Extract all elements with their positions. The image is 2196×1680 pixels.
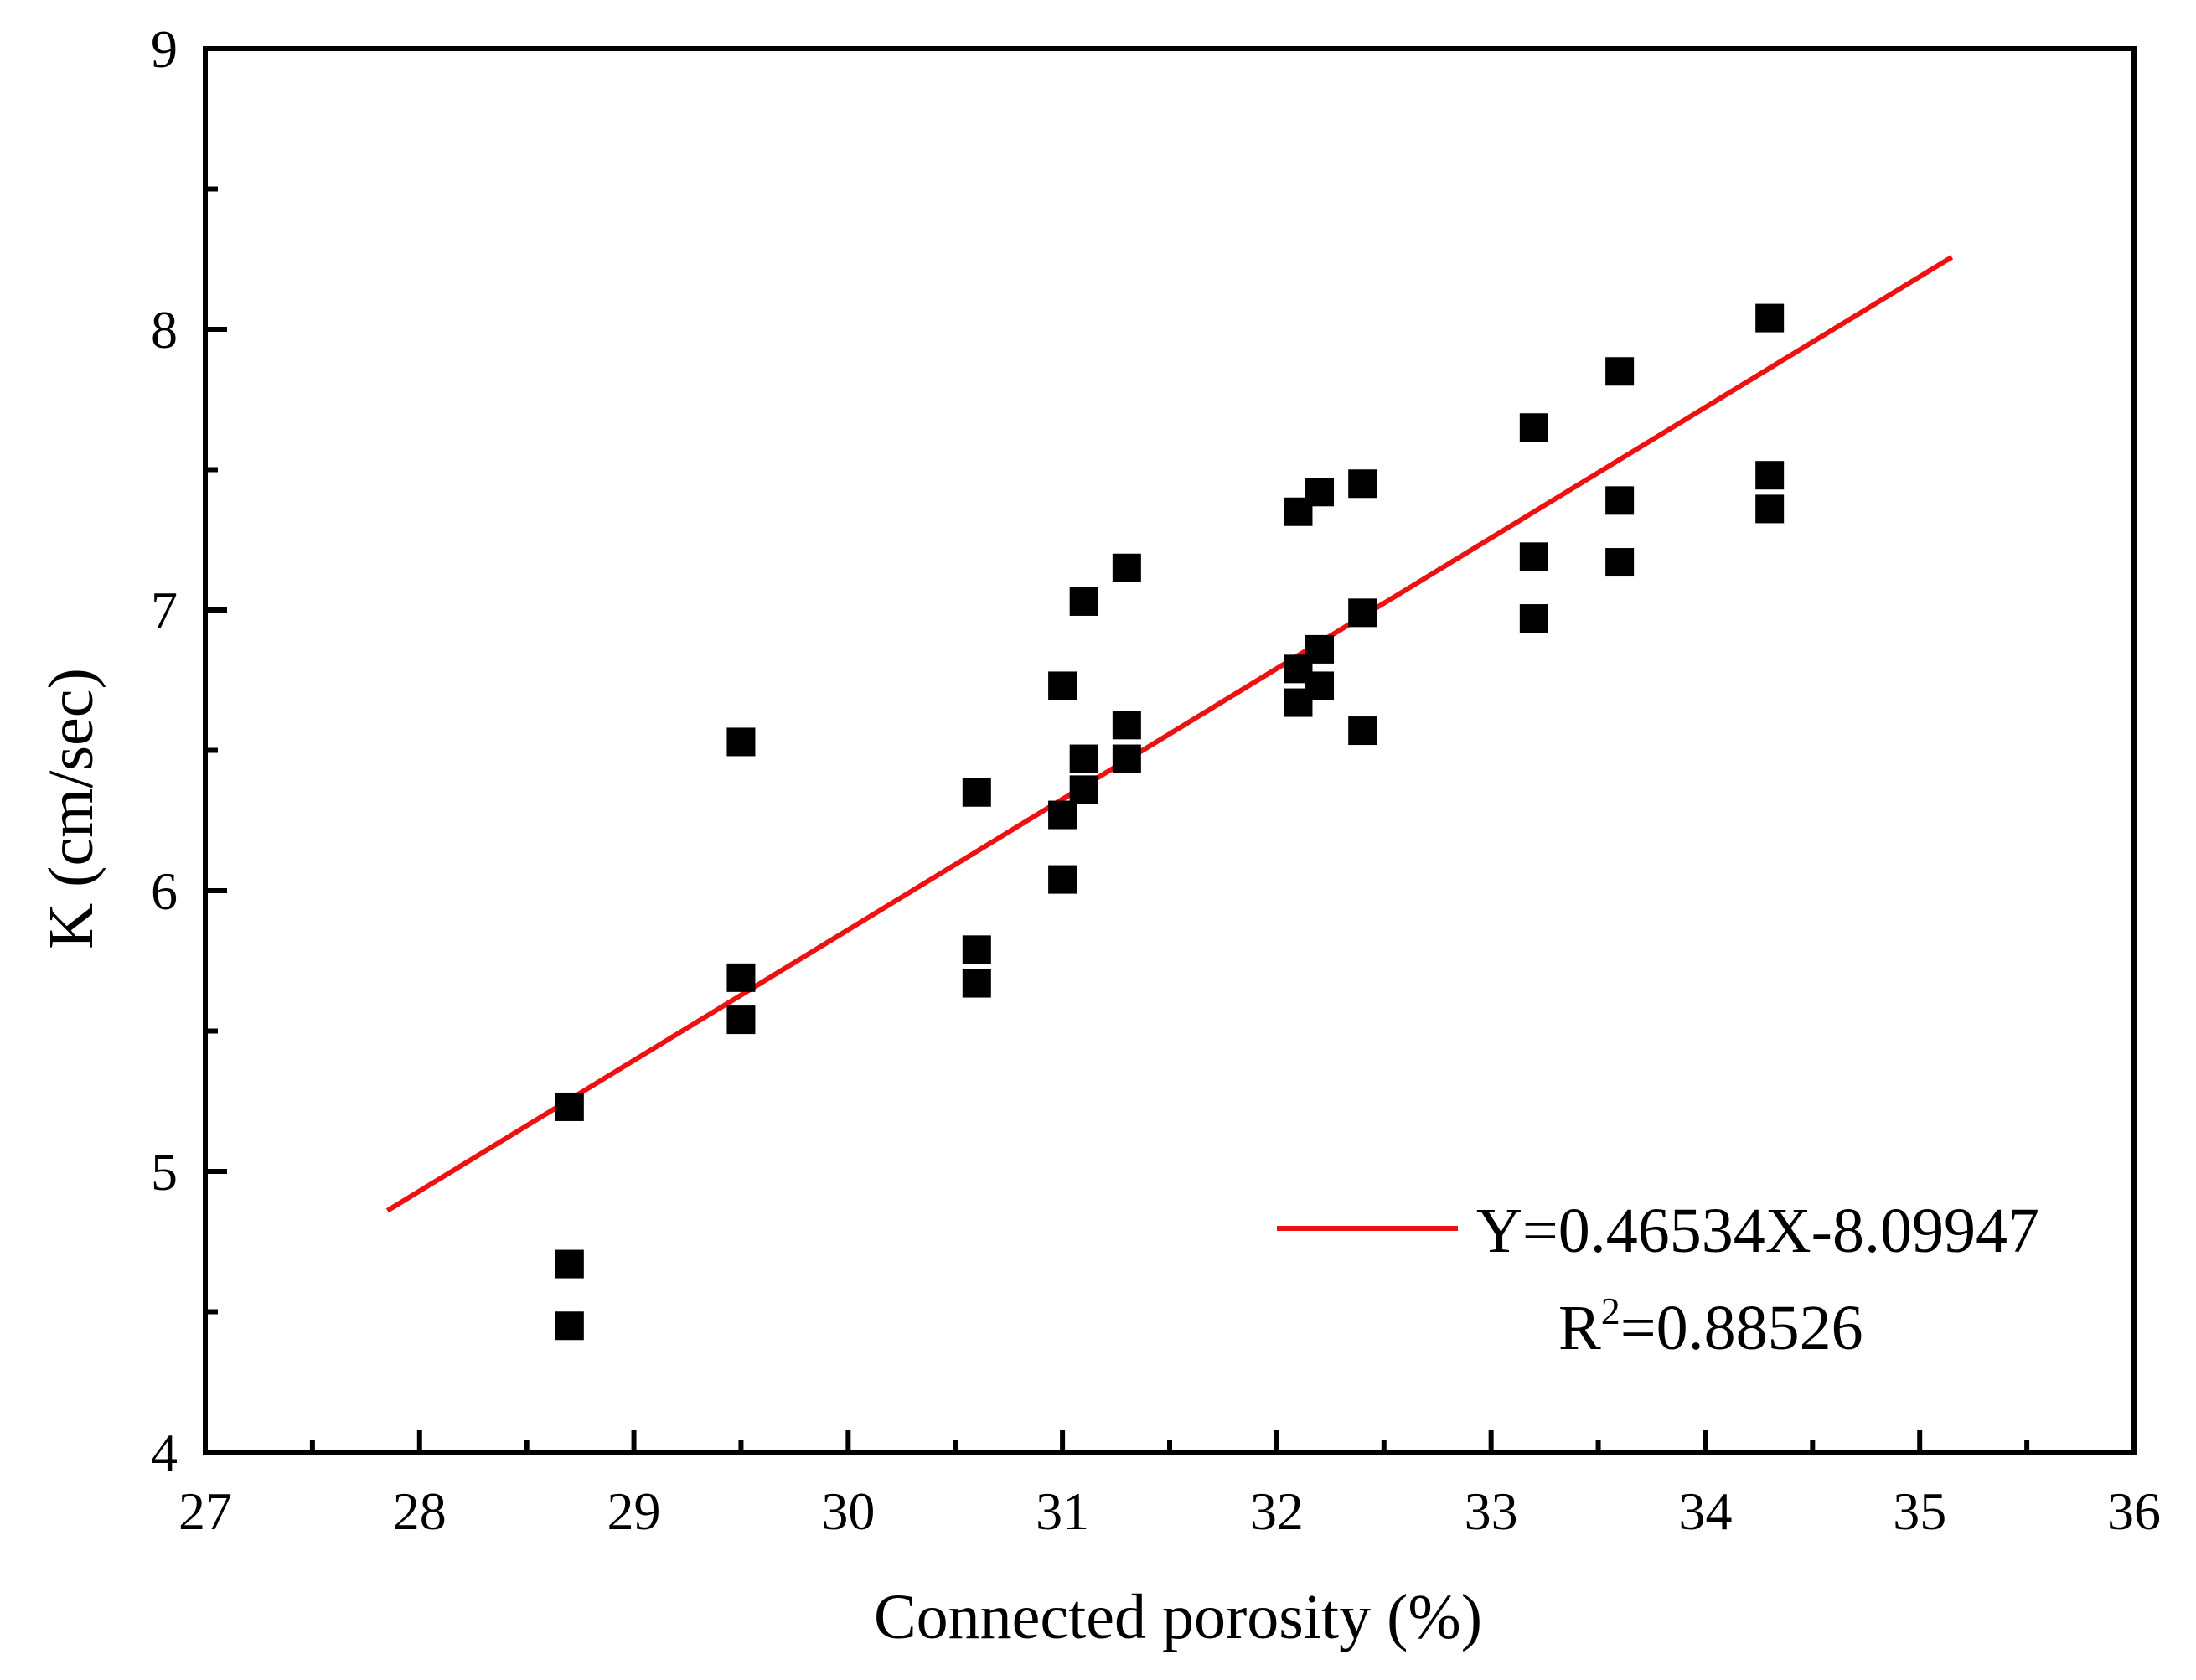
x-tick-label: 31 xyxy=(1036,1481,1089,1541)
data-point xyxy=(555,1249,584,1279)
x-tick-label: 36 xyxy=(2107,1481,2161,1541)
data-point xyxy=(726,1005,756,1035)
y-tick-label: 7 xyxy=(151,581,178,640)
data-point xyxy=(1112,553,1141,582)
data-point xyxy=(1519,542,1548,571)
data-point xyxy=(1348,716,1377,746)
x-tick-label: 34 xyxy=(1678,1481,1732,1541)
data-point xyxy=(962,969,991,998)
data-point xyxy=(1755,303,1785,333)
data-point xyxy=(1605,486,1635,515)
data-point xyxy=(1605,357,1635,386)
data-point xyxy=(1069,744,1098,773)
data-point xyxy=(1519,413,1548,442)
data-point xyxy=(1348,469,1377,499)
data-points xyxy=(555,303,1785,1341)
x-axis-title: Connected porosity (%) xyxy=(874,1582,1482,1652)
data-point xyxy=(1048,865,1077,894)
data-point xyxy=(1305,478,1335,507)
legend-r-squared: R2=0.88526 xyxy=(1558,1290,1863,1363)
x-tick-label: 30 xyxy=(821,1481,875,1541)
data-point xyxy=(1048,671,1077,700)
y-tick-label: 8 xyxy=(151,300,178,359)
data-point xyxy=(1048,800,1077,830)
data-point xyxy=(1519,604,1548,633)
data-point xyxy=(1755,494,1785,524)
y-axis-tick-labels: 4 5 6 7 8 9 xyxy=(151,19,178,1482)
y-tick-label: 5 xyxy=(151,1142,178,1202)
data-point xyxy=(555,1092,584,1121)
data-point xyxy=(1305,634,1335,664)
legend: Y=0.46534X-8.09947 R2=0.88526 xyxy=(1277,1196,2039,1363)
data-point xyxy=(726,727,756,757)
x-tick-label: 32 xyxy=(1250,1481,1304,1541)
x-tick-label: 28 xyxy=(393,1481,447,1541)
data-point xyxy=(1305,671,1335,700)
data-point xyxy=(1755,461,1785,490)
legend-r-squared-value: =0.88526 xyxy=(1620,1293,1863,1363)
x-tick-label: 29 xyxy=(607,1481,661,1541)
regression-fit-line xyxy=(385,255,1954,1213)
data-point xyxy=(962,778,991,807)
data-point xyxy=(1605,548,1635,577)
plot-area-frame xyxy=(203,46,2137,1455)
data-point xyxy=(1112,744,1141,773)
data-point xyxy=(1348,598,1377,628)
x-axis-tick-labels: 27 28 29 30 31 32 33 34 35 36 xyxy=(178,1481,2161,1541)
y-tick-label: 6 xyxy=(151,861,178,921)
y-tick-label: 4 xyxy=(151,1423,178,1482)
data-point xyxy=(1069,775,1098,804)
x-tick-label: 35 xyxy=(1893,1481,1946,1541)
y-axis-title: K (cm/sec) xyxy=(36,668,106,949)
x-tick-label: 33 xyxy=(1465,1481,1518,1541)
legend-r-squared-superscript: 2 xyxy=(1601,1290,1620,1332)
data-point xyxy=(962,935,991,964)
data-point xyxy=(726,963,756,992)
legend-equation: Y=0.46534X-8.09947 xyxy=(1476,1196,2039,1266)
legend-r-squared-prefix: R xyxy=(1558,1293,1601,1363)
y-tick-label: 9 xyxy=(151,19,178,79)
data-point xyxy=(555,1311,584,1341)
x-tick-label: 27 xyxy=(178,1481,232,1541)
data-point xyxy=(1112,711,1141,740)
data-point xyxy=(1069,587,1098,616)
